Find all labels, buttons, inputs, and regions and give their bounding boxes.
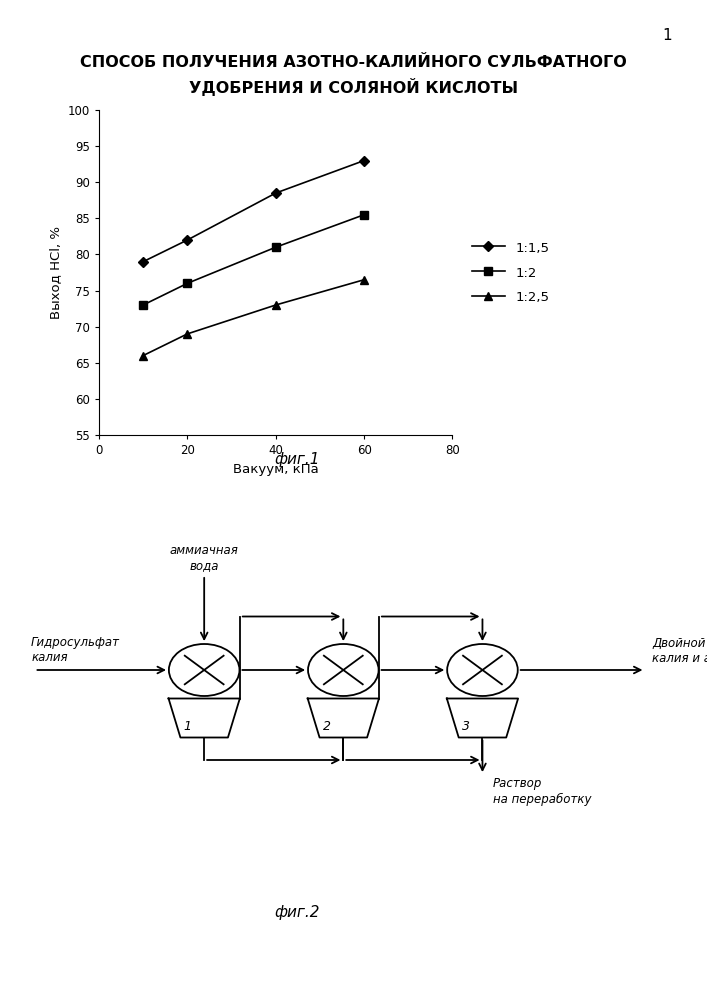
X-axis label: Вакуум, кПа: Вакуум, кПа <box>233 463 319 476</box>
1:2,5 <box>271 299 280 311</box>
1:1,5 <box>360 155 368 167</box>
1:2,5 <box>360 274 368 286</box>
Text: аммиачная
вода: аммиачная вода <box>170 544 239 572</box>
Text: 1: 1 <box>662 28 672 43</box>
Text: СПОСОБ ПОЛУЧЕНИЯ АЗОТНО-КАЛИЙНОГО СУЛЬФАТНОГО: СПОСОБ ПОЛУЧЕНИЯ АЗОТНО-КАЛИЙНОГО СУЛЬФА… <box>80 55 627 70</box>
Text: 2: 2 <box>323 720 331 732</box>
1:2 <box>139 299 148 311</box>
1:2,5 <box>139 350 148 362</box>
Line: 1:2,5: 1:2,5 <box>139 276 368 359</box>
Line: 1:1,5: 1:1,5 <box>139 157 368 265</box>
Text: Гидросульфат
калия: Гидросульфат калия <box>31 636 120 664</box>
Text: Двойной сульфат
калия и аммония: Двойной сульфат калия и аммония <box>652 637 707 665</box>
Text: Раствор
на переработку: Раствор на переработку <box>493 778 591 806</box>
Text: 3: 3 <box>462 720 470 732</box>
1:2,5 <box>183 328 192 340</box>
Y-axis label: Выход HCl, %: Выход HCl, % <box>49 226 62 319</box>
1:2 <box>271 241 280 253</box>
Text: УДОБРЕНИЯ И СОЛЯНОЙ КИСЛОТЫ: УДОБРЕНИЯ И СОЛЯНОЙ КИСЛОТЫ <box>189 78 518 96</box>
1:1,5 <box>271 187 280 199</box>
1:2 <box>360 209 368 221</box>
1:2 <box>183 277 192 289</box>
Text: фиг.1: фиг.1 <box>274 452 320 467</box>
Text: фиг.2: фиг.2 <box>274 905 320 920</box>
Text: 1: 1 <box>184 720 192 732</box>
1:1,5 <box>139 256 148 268</box>
Line: 1:2: 1:2 <box>139 211 368 309</box>
Legend: 1:1,5, 1:2, 1:2,5: 1:1,5, 1:2, 1:2,5 <box>467 235 555 310</box>
1:1,5 <box>183 234 192 246</box>
